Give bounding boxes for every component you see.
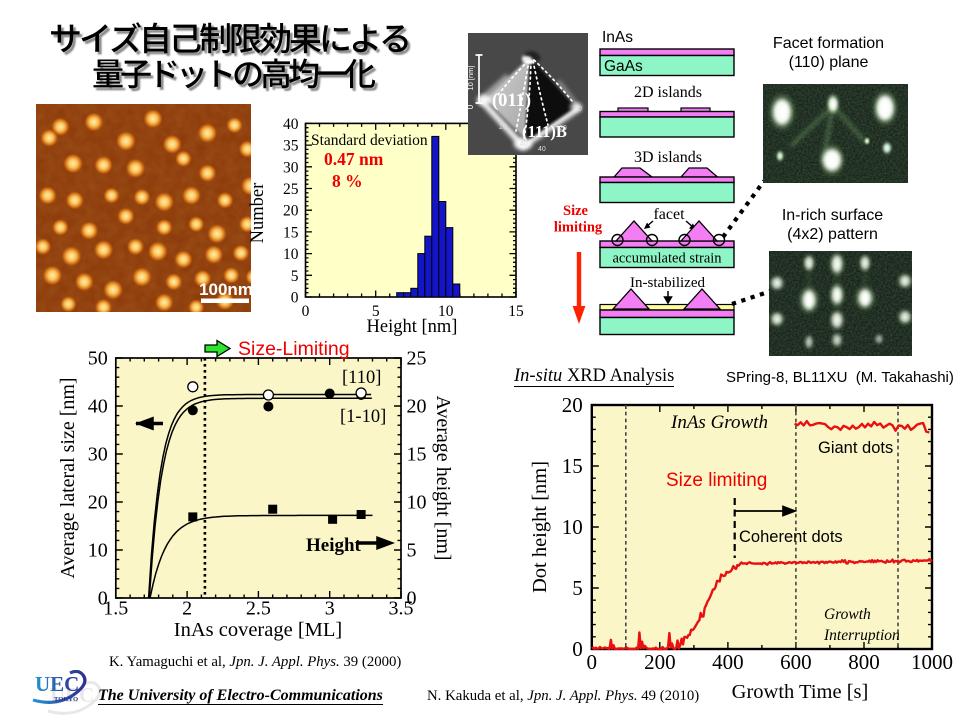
svg-text:TOKYO: TOKYO [54, 696, 78, 703]
svg-text:10: 10 [88, 540, 108, 562]
svg-text:[1-10]: [1-10] [340, 407, 386, 427]
svg-text:3: 3 [325, 598, 335, 620]
svg-text:0: 0 [98, 588, 108, 610]
svg-text:UEC: UEC [35, 672, 79, 696]
svg-text:3.5: 3.5 [389, 598, 414, 620]
svg-text:Height [nm]: Height [nm] [367, 317, 458, 337]
svg-text:Height: Height [306, 535, 362, 556]
svg-text:Number: Number [248, 183, 268, 244]
svg-text:(111)B: (111)B [522, 122, 567, 141]
svg-text:10: 10 [283, 246, 299, 263]
svg-text:0: 0 [302, 303, 310, 320]
svg-text:InAs Growth: InAs Growth [670, 412, 768, 433]
svg-text:(011): (011) [492, 91, 531, 111]
svg-text:Growth Time [s]: Growth Time [s] [732, 681, 869, 703]
svg-text:1.5: 1.5 [103, 598, 128, 620]
svg-text:10: 10 [438, 303, 454, 320]
svg-text:5: 5 [572, 576, 583, 600]
svg-text:15: 15 [407, 444, 427, 466]
svg-text:50: 50 [88, 348, 108, 370]
svg-text:0: 0 [407, 588, 417, 610]
svg-text:1000: 1000 [911, 650, 953, 674]
svg-text:25: 25 [407, 348, 427, 370]
svg-text:InAs coverage [ML]: InAs coverage [ML] [174, 619, 342, 641]
svg-text:0: 0 [572, 637, 583, 661]
svg-text:10 [nm]: 10 [nm] [468, 65, 475, 90]
svg-text:Size: Size [563, 203, 589, 219]
svg-text:600: 600 [780, 650, 812, 674]
svg-text:0: 0 [587, 650, 598, 674]
svg-text:limiting: limiting [554, 220, 603, 236]
svg-text:20: 20 [562, 393, 583, 417]
svg-text:30: 30 [88, 444, 108, 466]
svg-text:35: 35 [283, 138, 299, 155]
svg-text:10: 10 [407, 492, 427, 514]
svg-text:40: 40 [283, 116, 299, 133]
svg-text:40: 40 [88, 396, 108, 418]
svg-text:facet: facet [653, 206, 685, 223]
svg-text:5: 5 [291, 268, 299, 285]
svg-text:2: 2 [182, 598, 192, 620]
svg-text:5: 5 [407, 540, 417, 562]
svg-text:Growth: Growth [824, 606, 871, 623]
svg-text:20: 20 [283, 203, 299, 220]
svg-text:20: 20 [559, 125, 567, 132]
svg-text:2.5: 2.5 [246, 598, 271, 620]
svg-text:0: 0 [291, 290, 299, 307]
svg-text:30: 30 [283, 159, 299, 176]
svg-text:25: 25 [283, 181, 299, 198]
svg-text:100nm: 100nm [199, 280, 251, 299]
svg-text:20: 20 [88, 492, 108, 514]
svg-text:15: 15 [562, 454, 583, 478]
svg-text:Giant dots: Giant dots [818, 439, 893, 457]
svg-text:40: 40 [538, 146, 546, 153]
svg-text:Average height [nm]: Average height [nm] [432, 395, 452, 560]
svg-text:Dot height [nm]: Dot height [nm] [530, 461, 551, 593]
svg-text:Standard deviation: Standard deviation [311, 132, 428, 149]
svg-text:800: 800 [848, 650, 880, 674]
svg-text:20: 20 [499, 124, 507, 131]
svg-text:GaAs: GaAs [604, 58, 643, 75]
svg-text:Coherent dots: Coherent dots [739, 528, 843, 546]
svg-text:[110]: [110] [342, 368, 381, 388]
svg-text:10: 10 [562, 515, 583, 539]
svg-text:Size limiting: Size limiting [666, 470, 767, 491]
svg-text:Size-Limiting: Size-Limiting [238, 338, 350, 360]
svg-text:8 %: 8 % [332, 171, 363, 191]
svg-text:400: 400 [712, 650, 744, 674]
svg-text:15: 15 [283, 224, 299, 241]
svg-text:20: 20 [407, 396, 427, 418]
svg-text:3D islands: 3D islands [634, 149, 702, 166]
svg-text:Interruption: Interruption [823, 627, 900, 644]
svg-text:0: 0 [578, 106, 582, 113]
svg-text:5: 5 [372, 303, 380, 320]
svg-text:Average lateral size [nm]: Average lateral size [nm] [57, 377, 79, 578]
svg-text:0: 0 [468, 104, 475, 109]
svg-text:15: 15 [508, 303, 524, 320]
svg-text:200: 200 [644, 650, 676, 674]
svg-text:InAs: InAs [602, 29, 633, 46]
svg-text:accumulated strain: accumulated strain [612, 251, 722, 267]
svg-text:2D islands: 2D islands [634, 84, 702, 101]
svg-text:In-stabilized: In-stabilized [630, 275, 705, 291]
svg-text:40: 40 [520, 141, 528, 148]
svg-text:0.47 nm: 0.47 nm [324, 149, 384, 169]
